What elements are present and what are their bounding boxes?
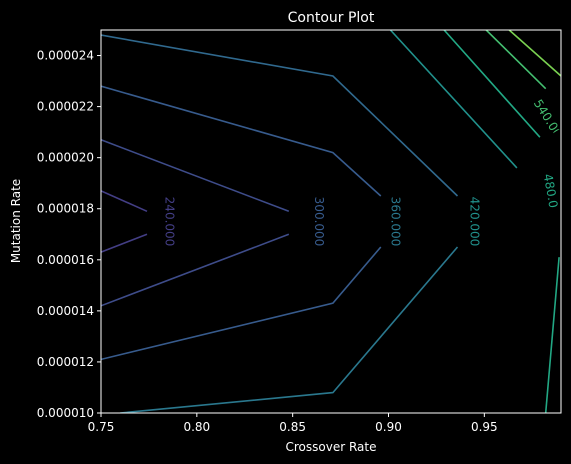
contour-line-240-0-1 xyxy=(101,233,148,253)
x-tick-label-2: 0.85 xyxy=(279,420,306,434)
y-axis-label: Mutation Rate xyxy=(9,179,23,263)
contour-label-0: 240.000 xyxy=(163,197,177,247)
x-tick-label-1: 0.80 xyxy=(183,420,210,434)
y-tick-label-5: 0.000020 xyxy=(37,151,94,165)
y-tick-label-6: 0.000022 xyxy=(37,100,94,114)
contour-lines xyxy=(101,30,561,413)
x-tick-label-3: 0.90 xyxy=(375,420,402,434)
y-tick-label-3: 0.000016 xyxy=(37,253,94,267)
contour-line-270-1-0 xyxy=(101,139,290,213)
x-tick-label-0: 0.75 xyxy=(88,420,115,434)
contour-line-420-5-0 xyxy=(389,30,518,169)
contour-label-2: 360.000 xyxy=(389,197,403,247)
contour-line-540-7-0 xyxy=(485,30,547,90)
contour-label-3: 420.000 xyxy=(467,197,481,247)
chart-title: Contour Plot xyxy=(288,10,375,26)
contour-line-300-2-0 xyxy=(101,85,382,197)
y-tick-label-0: 0.000010 xyxy=(37,406,94,420)
plot-area: 240.000 300.000 360.000 420.000540.000480.0… xyxy=(37,29,569,434)
contour-line-240-0-0 xyxy=(101,190,148,213)
contour-line-360-4-0 xyxy=(120,246,459,413)
contour-label-1: 300.000 xyxy=(312,197,326,247)
y-tick-label-2: 0.000014 xyxy=(37,304,94,318)
contour-line-600-8-0 xyxy=(508,30,561,77)
x-tick-label-4: 0.95 xyxy=(471,420,498,434)
contour-line-270-1-1 xyxy=(101,233,290,307)
contour-line-480-9-0 xyxy=(544,257,560,413)
contour-line-480-6-0 xyxy=(443,30,541,138)
contour-line-330-3-0 xyxy=(101,34,459,197)
plot-frame xyxy=(100,29,562,414)
y-tick-label-4: 0.000018 xyxy=(37,202,94,216)
x-axis-label: Crossover Rate xyxy=(286,440,377,454)
y-tick-label-1: 0.000012 xyxy=(37,355,94,369)
contour-line-300-2-1 xyxy=(101,246,382,361)
y-tick-label-7: 0.000024 xyxy=(37,49,94,63)
